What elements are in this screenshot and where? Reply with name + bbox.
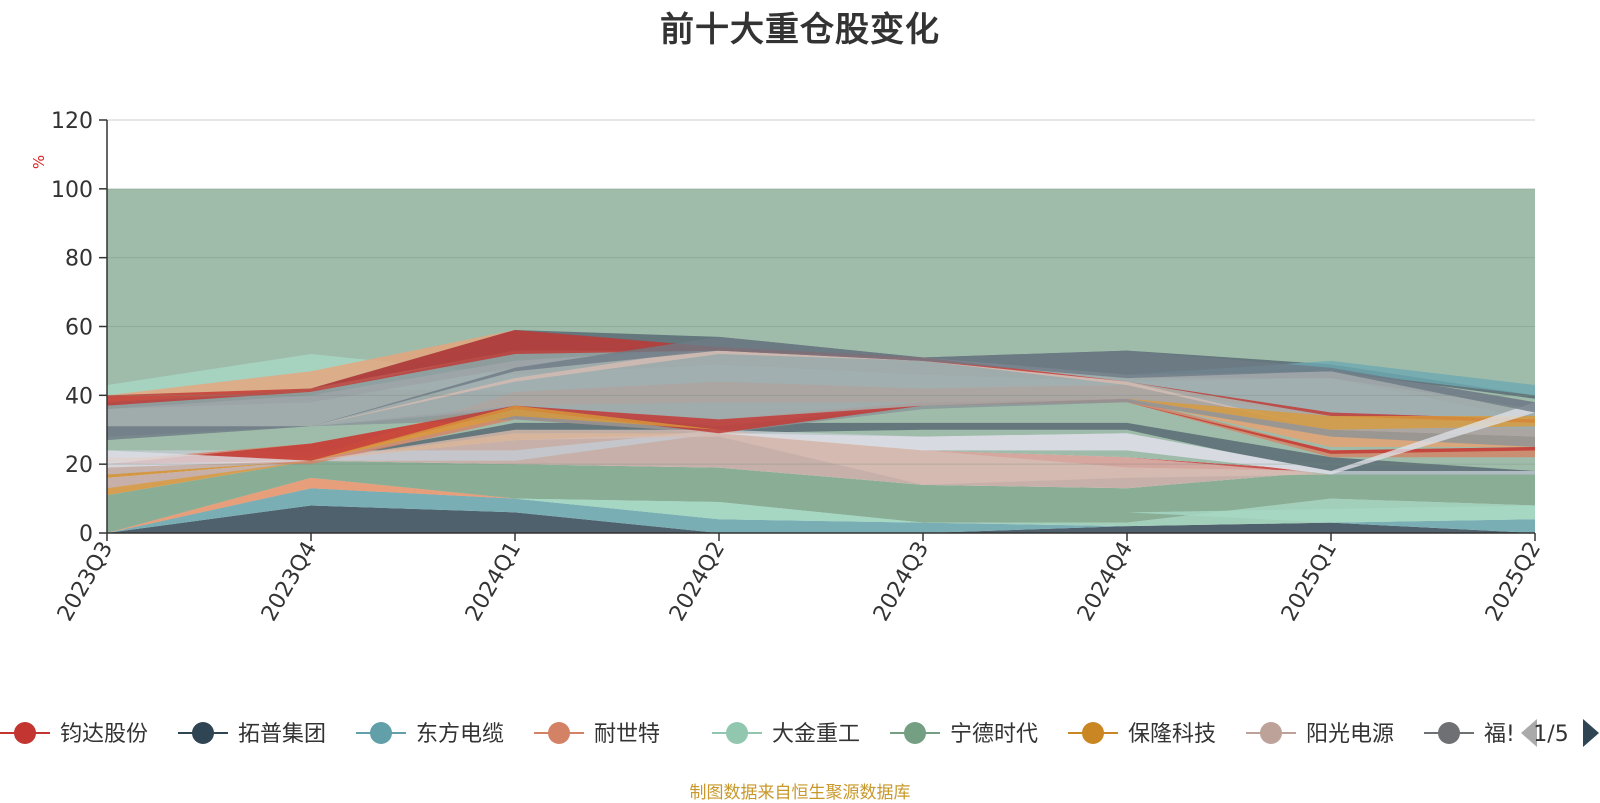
area-4	[107, 477, 1535, 533]
source-footer: 制图数据来自恒生聚源数据库	[689, 783, 911, 803]
legend-next-page-icon[interactable]	[1583, 719, 1599, 747]
legend-label: 拓普集团	[238, 722, 326, 747]
x-tick-label: 2025Q1	[1277, 538, 1342, 626]
chart-title: 前十大重仓股变化	[660, 10, 940, 50]
x-tick-label: 2024Q2	[665, 538, 730, 626]
area-2	[107, 488, 1535, 533]
area-6	[107, 433, 1535, 496]
legend-marker-icon	[1082, 722, 1104, 744]
y-tick-label: 20	[65, 453, 93, 478]
y-tick-label: 100	[51, 178, 93, 203]
y-tick-label: 60	[65, 316, 93, 341]
legend-label: 大金重工	[772, 722, 860, 747]
legend-item[interactable]: 耐世特	[534, 722, 660, 747]
legend-prev-page-icon[interactable]	[1521, 719, 1537, 747]
legend-item[interactable]: 钧达股份	[0, 722, 148, 747]
overlay-band-14	[107, 402, 1535, 465]
legend-marker-icon	[370, 722, 392, 744]
legend[interactable]: 钧达股份 拓普集团 东方电缆 耐世特 大金重工 宁德时代 保隆科技 阳光电源 福! 1/5	[0, 719, 1599, 747]
y-tick-label: 80	[65, 247, 93, 272]
legend-marker-icon	[548, 722, 570, 744]
legend-label: 阳光电源	[1306, 722, 1394, 747]
overlay-band-9	[107, 347, 1535, 437]
legend-marker-icon	[904, 722, 926, 744]
legend-item[interactable]: 阳光电源	[1246, 722, 1394, 747]
overlay-band-10	[107, 429, 1535, 485]
legend-label: 保隆科技	[1128, 722, 1216, 747]
x-tick-label: 2023Q4	[257, 538, 322, 626]
overlay-band-20	[107, 488, 1535, 533]
legend-marker-icon	[192, 722, 214, 744]
legend-item[interactable]: 大金重工	[712, 722, 860, 747]
legend-label: 东方电缆	[416, 722, 504, 747]
gridlines	[107, 119, 1535, 465]
legend-label: 钧达股份	[60, 722, 148, 747]
legend-marker-icon	[1260, 722, 1282, 744]
x-tick-label: 2025Q2	[1481, 538, 1546, 626]
overlay-band-18	[107, 336, 1535, 441]
overlay-band-17	[107, 402, 1535, 475]
y-tick-label: 120	[51, 109, 93, 134]
legend-item[interactable]: 宁德时代	[890, 722, 1038, 747]
y-tick-label: 40	[65, 384, 93, 409]
legend-marker-icon	[726, 722, 748, 744]
legend-item[interactable]: 保隆科技	[1068, 722, 1216, 747]
overlay-band-15	[107, 329, 1535, 423]
x-tick-label: 2024Q4	[1073, 538, 1138, 626]
x-tick-label: 2023Q3	[53, 538, 118, 626]
y-tick-label: 0	[79, 522, 93, 547]
legend-marker-icon	[14, 722, 36, 744]
legend-marker-icon	[1438, 722, 1460, 744]
legend-label: 耐世特	[594, 722, 660, 747]
area-5	[107, 460, 1535, 533]
overlay-band-1	[107, 422, 1535, 475]
legend-label: 福!	[1484, 722, 1515, 747]
legend-page-indicator: 1/5	[1533, 722, 1568, 747]
area-1	[107, 505, 1535, 533]
x-tick-label: 2024Q1	[461, 538, 526, 626]
y-axis-label: %	[30, 155, 48, 169]
overlay-band-16	[107, 398, 1535, 496]
legend-item[interactable]: 福!	[1424, 722, 1515, 747]
legend-item[interactable]: 拓普集团	[178, 722, 326, 747]
legend-label: 宁德时代	[950, 722, 1038, 747]
overlay-band-group	[107, 329, 1535, 533]
x-tick-label: 2024Q3	[869, 538, 934, 626]
legend-item[interactable]: 东方电缆	[356, 722, 504, 747]
